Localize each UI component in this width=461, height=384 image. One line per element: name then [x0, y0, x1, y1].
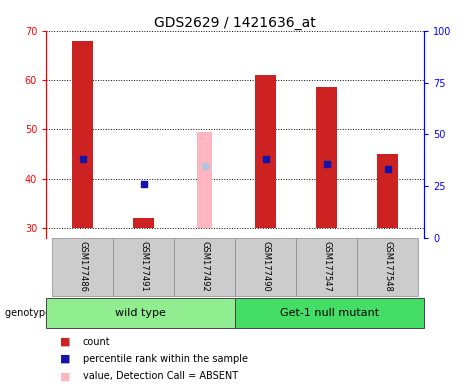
Bar: [72, 41, 93, 228]
Bar: [113, 238, 174, 296]
Bar: [174, 238, 235, 296]
Bar: [377, 154, 398, 228]
Text: GSM177548: GSM177548: [383, 241, 392, 292]
Bar: [197, 132, 212, 228]
Text: wild type: wild type: [115, 308, 166, 318]
Bar: [133, 218, 154, 228]
Text: value, Detection Call = ABSENT: value, Detection Call = ABSENT: [83, 371, 238, 381]
Text: GSM177492: GSM177492: [200, 241, 209, 292]
Text: ■: ■: [60, 371, 71, 381]
Text: ■: ■: [60, 354, 71, 364]
Text: Get-1 null mutant: Get-1 null mutant: [280, 308, 379, 318]
Bar: [357, 238, 418, 296]
Bar: [235, 238, 296, 296]
Text: GSM177486: GSM177486: [78, 241, 87, 292]
Title: GDS2629 / 1421636_at: GDS2629 / 1421636_at: [154, 16, 316, 30]
Text: GSM177547: GSM177547: [322, 241, 331, 292]
Bar: [52, 238, 113, 296]
Bar: [316, 88, 337, 228]
Text: ■: ■: [60, 337, 71, 347]
Text: genotype/variation  ▶: genotype/variation ▶: [5, 308, 111, 318]
Bar: [255, 75, 276, 228]
Text: GSM177490: GSM177490: [261, 241, 270, 292]
Text: percentile rank within the sample: percentile rank within the sample: [83, 354, 248, 364]
Text: count: count: [83, 337, 111, 347]
Bar: [296, 238, 357, 296]
Text: GSM177491: GSM177491: [139, 241, 148, 292]
